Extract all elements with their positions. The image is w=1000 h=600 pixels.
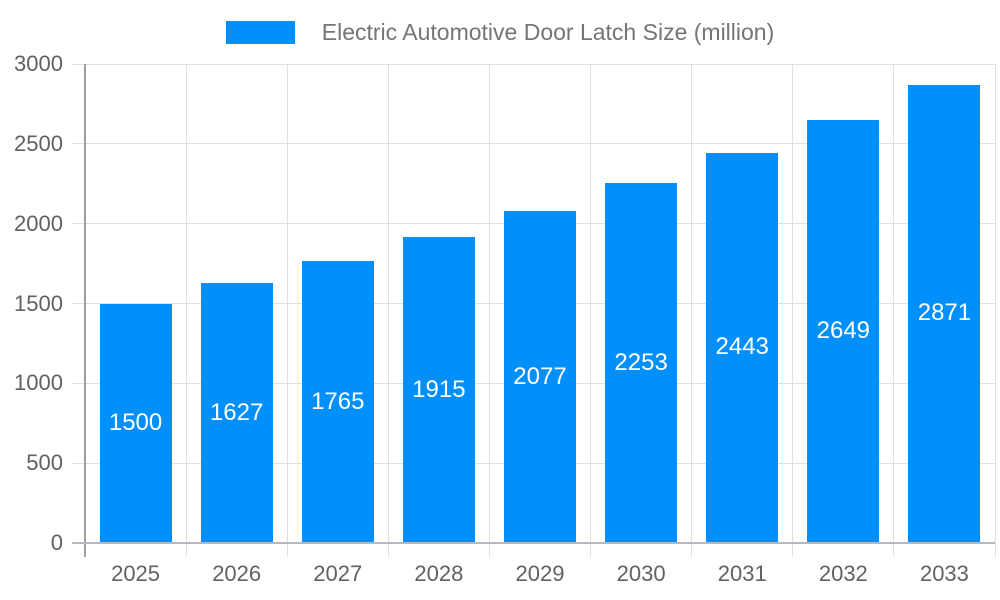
bar-value-label: 2871 — [917, 299, 972, 327]
x-gridline — [994, 64, 996, 557]
y-axis-tick-label: 2000 — [14, 210, 63, 236]
bar-2033[interactable]: 2871 — [908, 84, 981, 542]
x-gridline — [691, 64, 693, 557]
bar-2025[interactable]: 1500 — [99, 303, 172, 542]
bar-2027[interactable]: 1765 — [301, 261, 374, 542]
x-gridline — [286, 64, 288, 557]
x-gridline — [792, 64, 794, 557]
y-axis-tick-label: 0 — [50, 530, 63, 555]
bar-2030[interactable]: 2253 — [605, 183, 678, 542]
y-axis-tick-label: 2500 — [14, 130, 63, 156]
x-axis-tick-label: 2032 — [818, 561, 868, 586]
x-gridline — [488, 64, 490, 557]
x-gridline — [387, 64, 389, 557]
bar-value-label: 2649 — [816, 317, 871, 345]
bar-value-label: 1500 — [108, 408, 163, 436]
y-axis-line — [84, 64, 86, 557]
x-axis-tick-label: 2033 — [919, 561, 969, 586]
legend-series-label: Electric Automotive Door Latch Size (mil… — [321, 19, 775, 45]
bar-2032[interactable]: 2649 — [807, 120, 880, 542]
bar-2029[interactable]: 2077 — [504, 211, 576, 542]
x-axis-tick-label: 2030 — [616, 561, 666, 586]
bar-2028[interactable]: 1915 — [402, 237, 475, 542]
x-axis-tick-label: 2029 — [515, 561, 565, 586]
x-gridline — [185, 64, 187, 557]
bar-2031[interactable]: 2443 — [706, 152, 779, 542]
x-axis-tick-label: 2031 — [717, 561, 767, 586]
legend-color-swatch-icon — [225, 21, 295, 44]
x-gridline — [893, 64, 895, 557]
y-axis-tick-label: 1000 — [14, 370, 63, 396]
x-axis-tick-label: 2028 — [414, 561, 464, 586]
bar-value-label: 2253 — [614, 348, 668, 376]
x-gridline — [590, 64, 592, 557]
bar-value-label: 1627 — [209, 398, 264, 426]
chart-legend: Electric Automotive Door Latch Size (mil… — [0, 19, 1000, 46]
y-axis-tick-label: 3000 — [14, 51, 63, 76]
bar-value-label: 1765 — [311, 387, 365, 415]
y-gridline — [72, 63, 995, 65]
x-axis-tick-label: 2026 — [212, 561, 262, 586]
x-axis-tick-label: 2025 — [111, 561, 161, 586]
bar-2026[interactable]: 1627 — [200, 283, 273, 542]
y-axis-tick-label: 1500 — [14, 290, 63, 316]
bar-value-label: 2443 — [715, 333, 769, 361]
x-axis-tick-label: 2027 — [313, 561, 363, 586]
bar-value-label: 1915 — [412, 375, 466, 403]
bar-value-label: 2077 — [513, 362, 567, 390]
plot-area: 0 500 1000 1500 2000 2500 3000 1500 2025 1627 2026… — [14, 51, 996, 586]
y-axis-tick-label: 500 — [26, 450, 63, 476]
y-gridline — [72, 143, 995, 145]
legend-item[interactable]: Electric Automotive Door Latch Size (mil… — [225, 19, 775, 46]
x-axis-baseline — [72, 542, 995, 544]
